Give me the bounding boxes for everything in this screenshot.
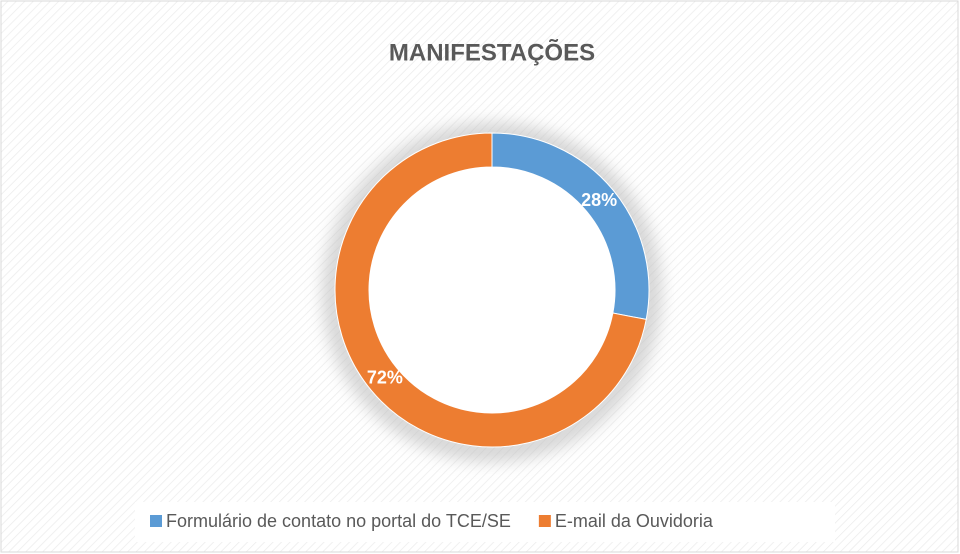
legend-swatch <box>150 515 162 527</box>
legend-swatch <box>538 515 551 527</box>
legend-label: Formulário de contato no portal do TCE/S… <box>166 511 511 531</box>
legend: Formulário de contato no portal do TCE/S… <box>150 511 714 531</box>
legend-background <box>135 502 835 542</box>
data-label: 28% <box>581 190 617 210</box>
data-label: 72% <box>367 367 403 387</box>
chart-title: MANIFESTAÇÕES <box>389 38 595 66</box>
donut-hole <box>369 167 615 413</box>
legend-label: E-mail da Ouvidoria <box>555 511 714 531</box>
